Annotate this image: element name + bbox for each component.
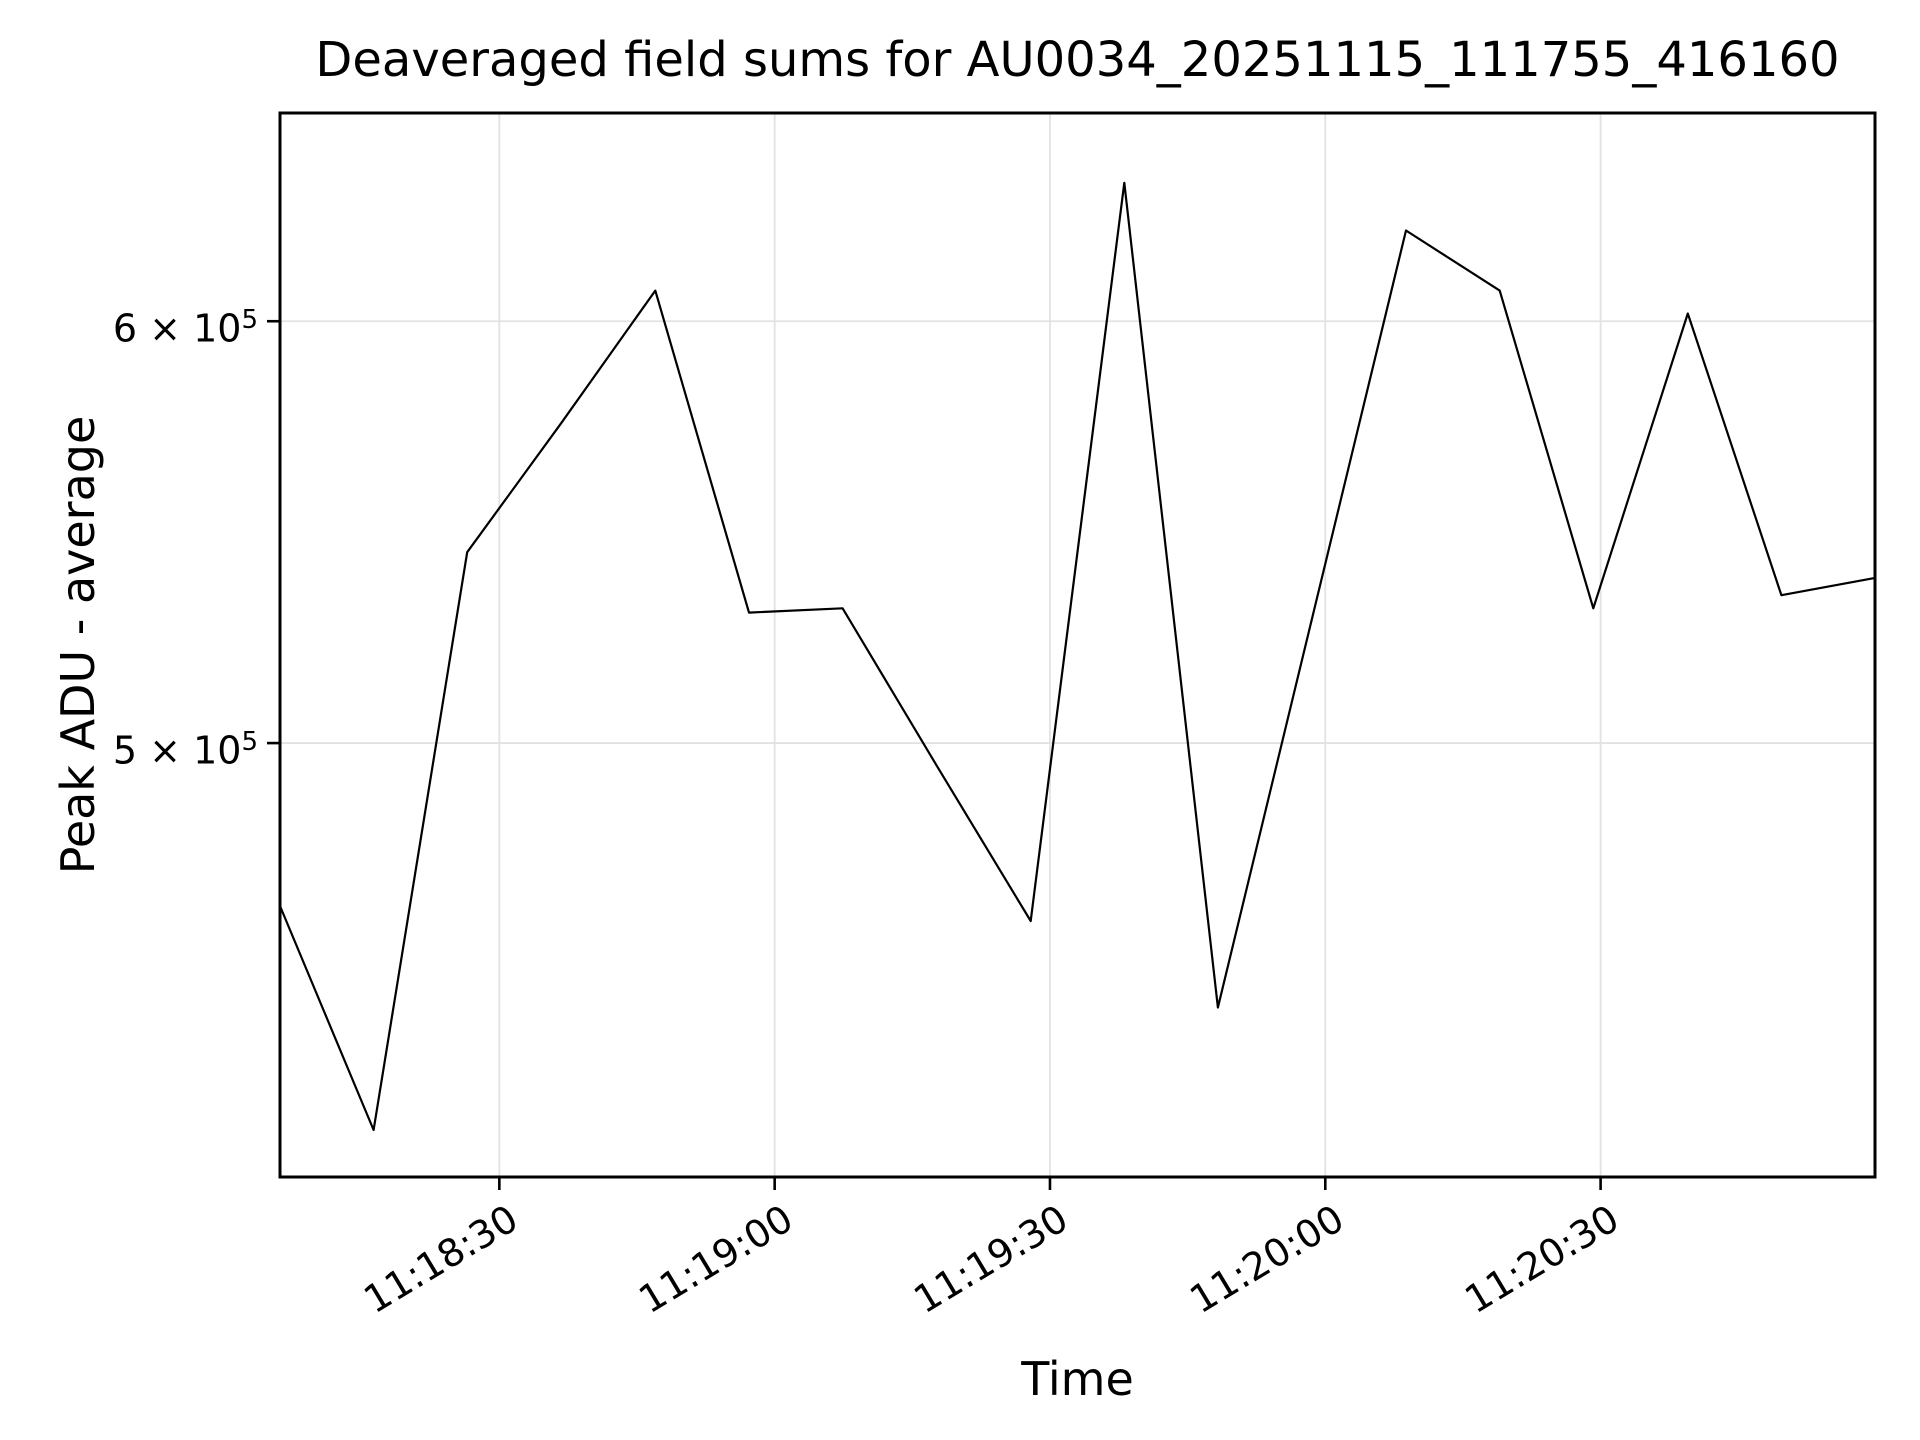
x-axis-label: Time [1021, 1352, 1134, 1406]
y-tick-label: 5 × 105 [113, 723, 258, 770]
y-tick-label-base: 5 × 10 [112, 728, 242, 773]
y-tick-label-base: 6 × 10 [112, 306, 242, 351]
chart-title: Deaveraged field sums for AU0034_2025111… [315, 32, 1840, 88]
y-tick-label-exponent: 5 [241, 727, 258, 758]
y-tick-label: 6 × 105 [113, 301, 258, 348]
axes-spines [278, 111, 1877, 1179]
data-line [278, 181, 1877, 1132]
y-tick-label-exponent: 5 [241, 305, 258, 336]
